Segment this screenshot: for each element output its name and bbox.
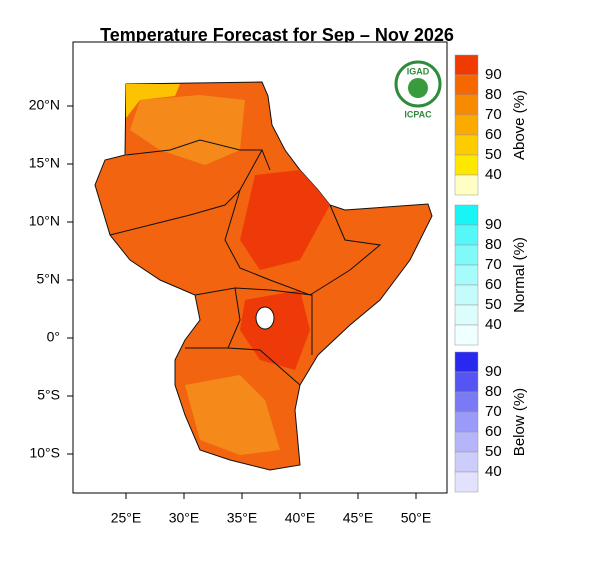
legend-swatch bbox=[454, 304, 479, 326]
legend-swatch bbox=[454, 54, 479, 76]
legend-label: 50 bbox=[485, 146, 502, 163]
legend-label: 70 bbox=[485, 403, 502, 420]
legend-label: 70 bbox=[485, 256, 502, 273]
legend-swatch bbox=[454, 114, 479, 136]
legend-swatch bbox=[454, 471, 479, 493]
legend-label: 60 bbox=[485, 126, 502, 143]
legend-label: 50 bbox=[485, 443, 502, 460]
legend-label: 80 bbox=[485, 86, 502, 103]
legend-title: Normal (%) bbox=[511, 237, 528, 313]
legend-swatch bbox=[454, 391, 479, 413]
legend-label: 60 bbox=[485, 423, 502, 440]
x-tick-label: 30°E bbox=[169, 510, 200, 526]
legend-swatch bbox=[454, 371, 479, 393]
legend-label: 80 bbox=[485, 383, 502, 400]
border bbox=[109, 149, 263, 236]
legend-label: 40 bbox=[485, 166, 502, 183]
title: Temperature Forecast for Sep – Nov 2026 bbox=[100, 25, 454, 45]
x-tick-label: 50°E bbox=[401, 510, 432, 526]
legend-title: Below (%) bbox=[511, 388, 528, 456]
low-probability-area bbox=[126, 84, 180, 118]
legend-swatch bbox=[454, 324, 479, 346]
legend-swatch bbox=[454, 431, 479, 453]
legend-swatch bbox=[454, 174, 479, 196]
y-tick-label: 0° bbox=[47, 329, 60, 345]
legend-swatch bbox=[454, 284, 479, 306]
border bbox=[125, 139, 271, 171]
legend-label: 90 bbox=[485, 363, 502, 380]
legend-swatch bbox=[454, 74, 479, 96]
legend-swatch bbox=[454, 94, 479, 116]
logo-emblem bbox=[408, 78, 428, 98]
y-tick-label: 20°N bbox=[29, 97, 60, 113]
y-tick-label: 5°S bbox=[37, 387, 60, 403]
x-tick-label: 40°E bbox=[285, 510, 316, 526]
high-probability-area bbox=[240, 170, 330, 270]
legend-swatch bbox=[454, 204, 479, 226]
legend-label: 90 bbox=[485, 216, 502, 233]
y-tick-label: 15°N bbox=[29, 155, 60, 171]
legend-swatch bbox=[454, 224, 479, 246]
x-tick-label: 45°E bbox=[343, 510, 374, 526]
logo-name: IGAD bbox=[407, 66, 430, 76]
legend-label: 80 bbox=[485, 236, 502, 253]
legend-label: 40 bbox=[485, 316, 502, 333]
legend-swatch bbox=[454, 244, 479, 266]
moderate-area bbox=[185, 375, 280, 455]
legend-label: 90 bbox=[485, 66, 502, 83]
map-regions bbox=[94, 81, 433, 471]
legend-swatch bbox=[454, 351, 479, 373]
border bbox=[194, 287, 313, 355]
legend-label: 50 bbox=[485, 296, 502, 313]
legend-swatch bbox=[454, 134, 479, 156]
legend-label: 40 bbox=[485, 463, 502, 480]
y-tick-label: 10°S bbox=[29, 445, 60, 461]
legend-label: 60 bbox=[485, 276, 502, 293]
x-tick-label: 25°E bbox=[111, 510, 142, 526]
y-tick-label: 10°N bbox=[29, 213, 60, 229]
legend-swatch bbox=[454, 154, 479, 176]
y-tick-label: 5°N bbox=[37, 271, 61, 287]
legend-swatch bbox=[454, 411, 479, 433]
legend-label: 70 bbox=[485, 106, 502, 123]
legend-title: Above (%) bbox=[511, 90, 528, 160]
x-tick-label: 35°E bbox=[227, 510, 258, 526]
moderate-area bbox=[130, 95, 245, 165]
legend-swatch bbox=[454, 264, 479, 286]
logo-subtitle: ICPAC bbox=[404, 109, 432, 119]
logo: IGAD ICPAC bbox=[394, 60, 442, 119]
lake-victoria bbox=[255, 306, 275, 330]
legend-swatch bbox=[454, 451, 479, 473]
